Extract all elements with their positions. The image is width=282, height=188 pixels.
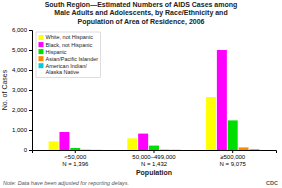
bar xyxy=(59,132,69,150)
bar xyxy=(70,148,80,150)
x-axis: <50,000N = 1,396 50,000–499,000N = 1,432 ≥… xyxy=(33,150,277,167)
bar xyxy=(92,149,102,150)
text-line: Asian/Pacific Islander xyxy=(46,56,99,62)
text-line: N = 1,396 xyxy=(62,161,89,167)
tick-mark xyxy=(154,150,155,153)
bar xyxy=(206,97,216,150)
tick-label: 1,000 xyxy=(12,127,28,133)
chart: South Region—Estimated Numbers of AIDS C… xyxy=(0,0,282,188)
tick-mark xyxy=(29,50,32,51)
bar xyxy=(81,149,91,150)
tick-mark xyxy=(232,150,233,153)
axis-line xyxy=(33,151,277,154)
series xyxy=(49,97,216,150)
legend-label: Black, not Hispanic xyxy=(46,42,93,48)
series xyxy=(81,147,248,150)
legend-label: Asian/Pacific Islander xyxy=(46,56,99,62)
bar xyxy=(239,147,249,150)
y-axis-title: No. of Cases xyxy=(1,69,8,110)
legend-label: White, not Hispanic xyxy=(46,34,94,40)
text-line: N = 1,432 xyxy=(141,161,168,167)
tick-label: ≥500,000N = 9,075 xyxy=(220,154,247,167)
tick: 3,000 xyxy=(12,87,32,93)
text-line: Black, not Hispanic xyxy=(46,42,93,48)
tick: <50,000N = 1,396 xyxy=(62,150,89,167)
tick-label: <50,000N = 1,396 xyxy=(62,154,89,167)
legend-label: Hispanic xyxy=(46,49,67,55)
legend-label: American Indian/Alaska Native xyxy=(46,63,88,75)
tick-label: 0 xyxy=(24,147,28,153)
axis-line xyxy=(29,31,33,151)
tick-label: 2,000 xyxy=(12,107,28,113)
tick: 1,000 xyxy=(12,127,32,133)
bar xyxy=(149,146,159,150)
tick: 50,000–499,000N = 1,432 xyxy=(132,150,176,167)
tick-mark xyxy=(29,150,32,151)
series xyxy=(92,149,259,150)
tick-label: 50,000–499,000N = 1,432 xyxy=(132,154,176,167)
text-line: Male Adults and Adolescents, by Race/Eth… xyxy=(54,9,227,17)
tick-mark xyxy=(75,150,76,153)
legend-swatch xyxy=(39,63,44,68)
tick: ≥500,000N = 9,075 xyxy=(220,150,247,167)
legend-swatch xyxy=(39,56,44,61)
text-line: Population of Area of Residence, 2006 xyxy=(78,18,205,26)
tick-label: 5,000 xyxy=(12,47,28,53)
text-line: <50,000 xyxy=(64,154,87,160)
legend-swatch xyxy=(39,42,44,47)
bar xyxy=(127,138,137,150)
tick: 0 xyxy=(24,147,32,153)
tick: 6,000 xyxy=(12,27,32,33)
text-line: Hispanic xyxy=(46,49,67,55)
tick-label: 4,000 xyxy=(12,67,28,73)
tick: 4,000 xyxy=(12,67,32,73)
bar xyxy=(228,120,238,150)
text-line: South Region—Estimated Numbers of AIDS C… xyxy=(45,1,238,9)
tick-mark xyxy=(29,110,32,111)
legend-swatch xyxy=(39,35,44,40)
text-line: ≥500,000 xyxy=(220,154,246,160)
y-axis: 0 1,000 2,000 3,000 4,000 5,000 6,000 xyxy=(12,27,33,153)
tick-label: 6,000 xyxy=(12,27,28,33)
text-line: 50,000–499,000 xyxy=(132,154,176,160)
tick: 5,000 xyxy=(12,47,32,53)
text-line: Alaska Native xyxy=(46,69,80,75)
series xyxy=(70,120,237,150)
bar xyxy=(217,50,227,150)
legend: White, not Hispanic Black, not HispanicHi… xyxy=(36,32,101,77)
tick-label: 3,000 xyxy=(12,87,28,93)
bar xyxy=(49,141,59,150)
text-line: N = 9,075 xyxy=(220,161,247,167)
legend-frame xyxy=(36,32,101,77)
tick-mark xyxy=(29,130,32,131)
annotation: CDC xyxy=(266,180,278,186)
bar xyxy=(171,149,181,150)
plot: 01,0002,0003,0004,0005,0006,000<50,000N … xyxy=(12,27,277,166)
bar xyxy=(160,149,170,150)
text-line: White, not Hispanic xyxy=(46,34,94,40)
legend-swatch xyxy=(39,49,44,54)
tick: 2,000 xyxy=(12,107,32,113)
x-axis-title: Population xyxy=(136,169,172,177)
tick-mark xyxy=(29,90,32,91)
bar xyxy=(138,134,148,150)
tick-mark xyxy=(29,30,32,31)
annotation: Note: Data have been adjusted for report… xyxy=(3,180,129,186)
title: South Region—Estimated Numbers of AIDS C… xyxy=(45,1,238,26)
bar xyxy=(249,149,259,150)
tick-mark xyxy=(29,70,32,71)
